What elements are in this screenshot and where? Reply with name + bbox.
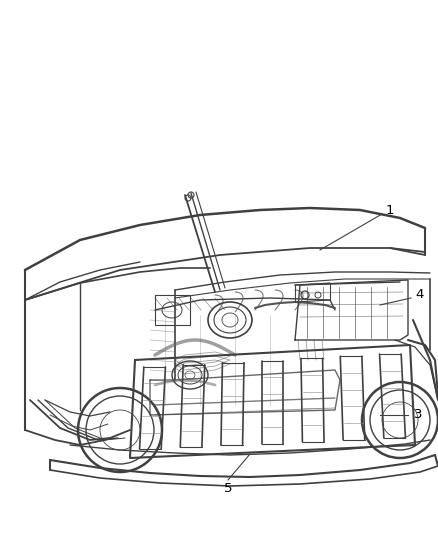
Text: 4: 4: [416, 288, 424, 302]
Text: 1: 1: [386, 204, 394, 216]
Text: 3: 3: [414, 408, 422, 422]
Bar: [155, 295, 190, 325]
Text: 5: 5: [224, 481, 232, 495]
